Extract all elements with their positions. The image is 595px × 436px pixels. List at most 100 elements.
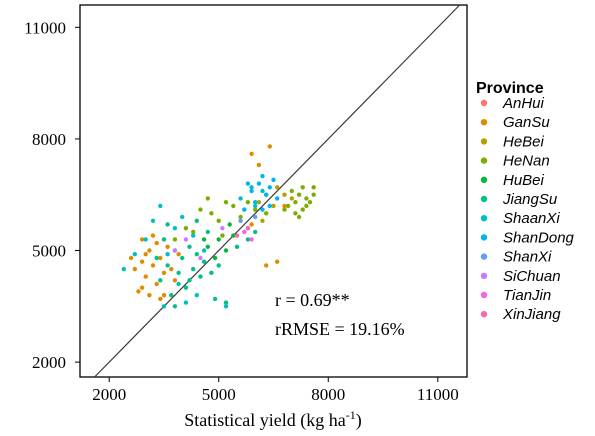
point-shaanxi: [176, 281, 181, 287]
annotation-rrmse: rRMSE = 19.16%: [275, 319, 405, 339]
point-gansu: [128, 255, 134, 261]
point-gansu: [249, 222, 254, 227]
point-henan: [245, 200, 251, 205]
point-henan: [172, 237, 178, 242]
point-tianjin: [249, 237, 254, 242]
point-xinjiang: [234, 233, 240, 238]
point-shaanxi: [161, 304, 167, 309]
legend-label-tianjin: TianJin: [503, 287, 551, 304]
point-gansu: [165, 244, 170, 249]
point-gansu: [176, 252, 181, 257]
point-shandong: [253, 200, 258, 205]
point-shaanxi: [194, 293, 199, 298]
point-henan: [253, 207, 258, 212]
point-henan: [300, 207, 305, 212]
x-axis: 2000 5000 8000 11000: [92, 377, 459, 404]
legend: AnHui GanSu HeBei HeNan HuBei JiangSu ShaanXi S…: [480, 95, 575, 323]
point-jiangsu: [216, 263, 221, 268]
point-gansu: [275, 259, 280, 264]
point-henan: [300, 185, 305, 190]
point-henan: [304, 196, 309, 201]
legend-label-hebei: HeBei: [503, 133, 545, 150]
point-jiangsu: [194, 218, 199, 223]
point-shaanxi: [165, 252, 170, 257]
legend-label-shaanxi: ShaanXi: [503, 210, 560, 227]
point-hebei: [271, 203, 276, 209]
data-points: [121, 144, 316, 309]
point-gansu: [132, 266, 137, 272]
legend-label-xinjiang: XinJiang: [502, 306, 561, 323]
point-jiangsu: [209, 270, 214, 275]
point-henan: [296, 214, 302, 220]
point-henan: [238, 214, 243, 220]
point-gansu: [158, 296, 163, 302]
point-gansu: [136, 289, 141, 294]
point-hubei: [227, 222, 232, 227]
point-sichuan: [198, 255, 203, 261]
legend-key-tianjin: [480, 291, 488, 299]
point-shaanxi: [249, 185, 254, 190]
point-gansu: [158, 255, 163, 261]
point-jiangsu: [154, 255, 159, 261]
point-shandong: [271, 177, 276, 182]
point-shandong: [267, 203, 272, 209]
point-hebei: [256, 200, 262, 205]
point-shaanxi: [191, 233, 196, 238]
point-shandong: [275, 196, 280, 201]
legend-key-henan: [480, 157, 488, 164]
point-gansu: [154, 281, 159, 287]
point-sichuan: [172, 248, 178, 253]
point-jiangsu: [183, 285, 189, 290]
point-shandong: [264, 192, 269, 197]
plot-panel: [79, 4, 468, 378]
point-gansu: [139, 285, 145, 290]
point-henan: [311, 192, 316, 197]
legend-key-shandong: [480, 234, 488, 241]
point-sichuan: [183, 237, 189, 242]
point-henan: [293, 200, 298, 205]
point-sichuan: [220, 226, 225, 231]
point-gansu: [150, 233, 156, 238]
point-xinjiang: [245, 226, 251, 231]
point-henan: [296, 192, 302, 197]
point-shandong: [267, 185, 272, 190]
point-henan: [264, 211, 269, 216]
point-gansu: [154, 240, 159, 246]
point-jiangsu: [234, 244, 240, 249]
legend-label-anhui: AnHui: [502, 95, 545, 112]
point-shandong: [260, 173, 265, 179]
y-tick-label: 8000: [32, 130, 66, 149]
legend-label-gansu: GanSu: [503, 114, 550, 131]
legend-label-shanxi: ShanXi: [503, 249, 552, 266]
point-gansu: [264, 263, 269, 268]
point-shaanxi: [143, 237, 148, 242]
point-henan: [198, 207, 203, 212]
point-henan: [191, 229, 196, 235]
point-hebei: [289, 196, 294, 201]
y-tick-label: 2000: [32, 353, 66, 372]
point-jiangsu: [245, 237, 251, 242]
point-shaanxi: [253, 203, 258, 209]
point-jiangsu: [253, 229, 258, 235]
point-gansu: [147, 248, 152, 253]
point-henan: [293, 211, 298, 216]
point-jiangsu: [198, 274, 203, 279]
point-jiangsu: [201, 259, 207, 264]
point-gansu: [139, 259, 145, 264]
point-jiangsu: [180, 255, 185, 261]
point-shandong: [260, 207, 265, 212]
point-henan: [220, 233, 225, 238]
point-henan: [285, 203, 291, 209]
point-jiangsu: [191, 266, 196, 272]
point-shandong: [242, 207, 247, 212]
point-jiangsu: [161, 237, 167, 242]
point-jiangsu: [172, 304, 178, 309]
point-henan: [304, 203, 309, 209]
x-tick-label: 8000: [311, 385, 345, 404]
point-jiangsu: [212, 296, 218, 302]
point-jiangsu: [194, 252, 199, 257]
point-hubei: [205, 244, 210, 249]
legend-key-xinjiang: [480, 311, 488, 318]
legend-label-henan: HeNan: [503, 153, 550, 170]
point-shaanxi: [238, 196, 243, 201]
